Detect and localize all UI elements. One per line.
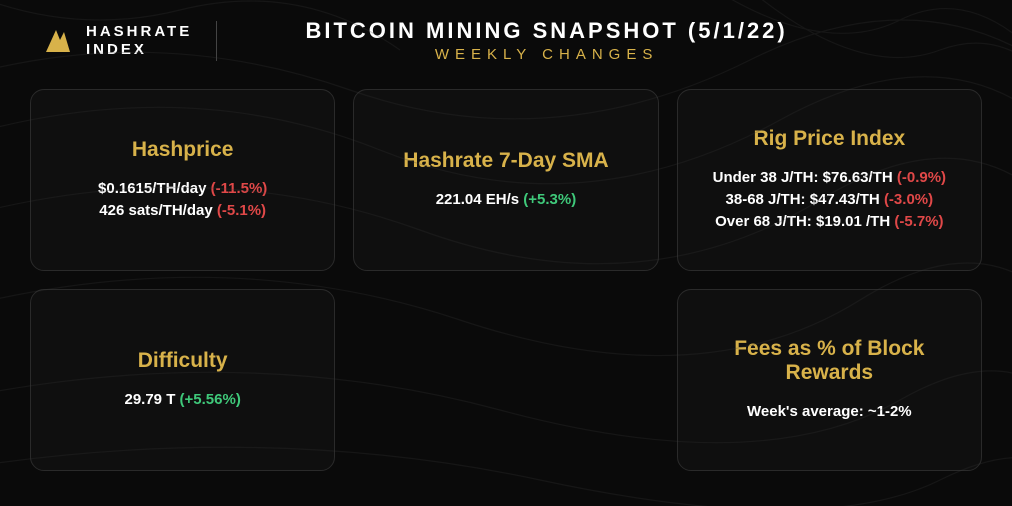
logo-line1: HASHRATE — [86, 23, 192, 41]
stat-pct: (-5.7%) — [894, 213, 943, 230]
stat-value: $0.1615/TH/day — [98, 180, 206, 197]
card-fees: Fees as % of Block Rewards Week's averag… — [677, 289, 982, 471]
stat-pct: (+5.3%) — [523, 191, 576, 208]
stat-pct: (-3.0%) — [884, 191, 933, 208]
card-hashrate: Hashrate 7-Day SMA 221.04 EH/s (+5.3%) — [353, 89, 658, 271]
stat-value: 221.04 EH/s — [436, 191, 519, 208]
stat-line: 426 sats/TH/day (-5.1%) — [99, 200, 266, 222]
logo-icon — [40, 24, 74, 58]
card-grid: Hashprice $0.1615/TH/day (-11.5%) 426 sa… — [0, 75, 1012, 495]
card-rigprice: Rig Price Index Under 38 J/TH: $76.63/TH… — [677, 89, 982, 271]
stat-value: Week's average: ~1-2% — [747, 403, 912, 420]
stat-value: Under 38 J/TH: $76.63/TH — [713, 169, 893, 186]
stat-pct: (-5.1%) — [217, 202, 266, 219]
logo-line2: INDEX — [86, 41, 192, 59]
stat-pct: (-11.5%) — [211, 180, 268, 197]
logo-text: HASHRATE INDEX — [86, 23, 192, 59]
card-title: Fees as % of Block Rewards — [694, 337, 965, 385]
card-title: Hashprice — [132, 138, 234, 162]
header: HASHRATE INDEX BITCOIN MINING SNAPSHOT (… — [0, 0, 1012, 75]
stat-pct: (-0.9%) — [897, 169, 946, 186]
stat-line: 221.04 EH/s (+5.3%) — [436, 189, 577, 211]
page-subtitle: WEEKLY CHANGES — [241, 46, 852, 63]
stat-line: Over 68 J/TH: $19.01 /TH (-5.7%) — [715, 211, 943, 233]
stat-line: 38-68 J/TH: $47.43/TH (-3.0%) — [726, 189, 934, 211]
stat-pct: (+5.56%) — [180, 391, 241, 408]
stat-line: Under 38 J/TH: $76.63/TH (-0.9%) — [713, 167, 946, 189]
page-title: BITCOIN MINING SNAPSHOT (5/1/22) — [241, 18, 852, 44]
card-title: Hashrate 7-Day SMA — [403, 149, 608, 173]
card-title: Difficulty — [138, 349, 228, 373]
stat-line: 29.79 T (+5.56%) — [124, 389, 240, 411]
card-difficulty: Difficulty 29.79 T (+5.56%) — [30, 289, 335, 471]
card-title: Rig Price Index — [753, 127, 905, 151]
stat-value: 426 sats/TH/day — [99, 202, 212, 219]
card-empty — [353, 289, 658, 471]
logo: HASHRATE INDEX — [40, 23, 192, 59]
stat-line: Week's average: ~1-2% — [747, 401, 912, 423]
title-block: BITCOIN MINING SNAPSHOT (5/1/22) WEEKLY … — [241, 18, 972, 63]
stat-value: 29.79 T — [124, 391, 179, 408]
stat-value: Over 68 J/TH: $19.01 /TH — [715, 213, 890, 230]
divider — [216, 21, 217, 61]
stat-value: 38-68 J/TH: $47.43/TH — [726, 191, 880, 208]
stat-line: $0.1615/TH/day (-11.5%) — [98, 178, 267, 200]
card-hashprice: Hashprice $0.1615/TH/day (-11.5%) 426 sa… — [30, 89, 335, 271]
